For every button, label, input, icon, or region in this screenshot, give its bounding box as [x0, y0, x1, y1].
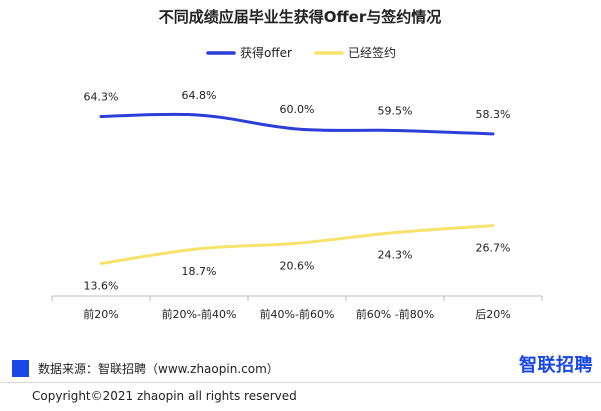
data-label-contract: 20.6% [280, 259, 315, 272]
source-row: 数据来源：智联招聘（www.zhaopin.com） 智联招聘 [0, 355, 601, 378]
data-label-contract: 26.7% [476, 242, 511, 255]
x-tick-labels: 前20% 前20%-前40% 前40%-前60% 前60% -前80% 后20% [83, 307, 510, 321]
x-tick-label: 前20% [83, 307, 118, 321]
copyright-text: Copyright©2021 zhaopin all rights reserv… [32, 389, 297, 403]
x-tick-label: 后20% [475, 308, 510, 321]
footer-divider [0, 382, 601, 383]
data-label-offer: 64.3% [84, 91, 119, 104]
x-tick-label: 前40%-前60% [260, 307, 335, 321]
data-label-offer: 58.3% [476, 108, 511, 121]
x-ticks [51, 296, 543, 301]
legend: 获得offer 已经签约 [206, 45, 396, 60]
x-tick-label: 前20%-前40% [162, 307, 237, 321]
brand-logo: 智联招聘 [519, 355, 593, 376]
data-labels: 64.3% 64.8% 60.0% 59.5% 58.3% 13.6% 18.7% 20.6%… [84, 89, 511, 292]
source-square-icon [12, 360, 29, 377]
data-label-offer: 64.8% [182, 89, 217, 102]
series-line-offer [99, 112, 495, 136]
x-tick-label: 前60% -前80% [356, 307, 434, 321]
source-text: 数据来源：智联招聘（www.zhaopin.com） [38, 362, 279, 376]
data-label-contract: 18.7% [182, 265, 217, 278]
chart-title: 不同成绩应届毕业生获得Offer与签约情况 [159, 8, 441, 26]
series-line-contract [99, 224, 495, 266]
data-label-offer: 59.5% [378, 104, 413, 117]
data-label-contract: 24.3% [378, 249, 413, 262]
legend-label-contract: 已经签约 [348, 45, 396, 60]
legend-label-offer: 获得offer [240, 45, 292, 60]
data-label-offer: 60.0% [280, 103, 315, 116]
data-label-contract: 13.6% [84, 280, 119, 293]
